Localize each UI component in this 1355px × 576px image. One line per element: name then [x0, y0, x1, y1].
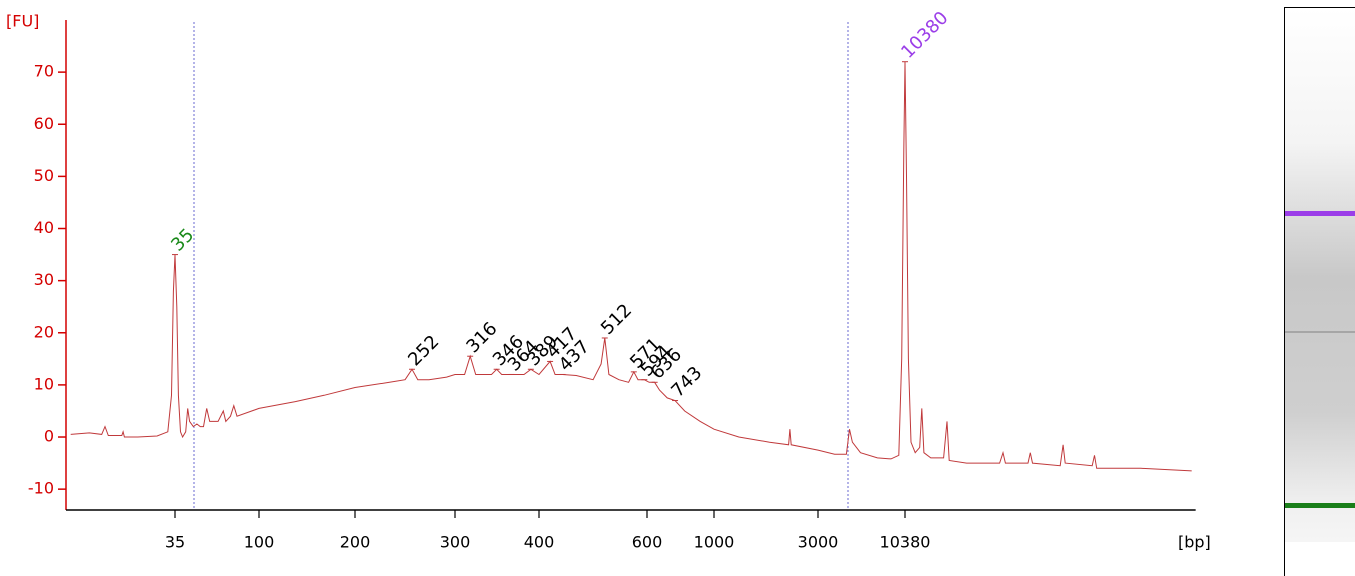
- y-tick-label: 60: [34, 114, 54, 133]
- x-tick-label: 1000: [694, 533, 735, 552]
- y-tick-label: 30: [34, 270, 54, 289]
- x-tick-label: 3000: [798, 533, 839, 552]
- x-tick-label: 200: [340, 533, 371, 552]
- x-tick-label: 100: [244, 533, 275, 552]
- y-tick-label: 0: [44, 427, 54, 446]
- y-tick-label: 20: [34, 322, 54, 341]
- x-tick-label: 10380: [880, 533, 931, 552]
- y-tick-label: 10: [34, 374, 54, 393]
- y-tick-label: 40: [34, 218, 54, 237]
- gel-lane: [1284, 7, 1355, 576]
- y-axis-title: [FU]: [6, 12, 39, 31]
- peak-label: 10380: [897, 7, 952, 62]
- peak-label: 512: [597, 300, 636, 339]
- x-tick-label: 400: [524, 533, 555, 552]
- y-tick-label: 50: [34, 166, 54, 185]
- x-tick-label: 35: [165, 533, 185, 552]
- x-axis-title: [bp]: [1178, 533, 1211, 552]
- peak-label: 252: [404, 331, 443, 370]
- y-tick-label: -10: [28, 479, 54, 498]
- x-tick-label: 300: [440, 533, 471, 552]
- y-tick-label: 70: [34, 62, 54, 81]
- x-tick-label: 600: [632, 533, 663, 552]
- trace: [70, 61, 1192, 472]
